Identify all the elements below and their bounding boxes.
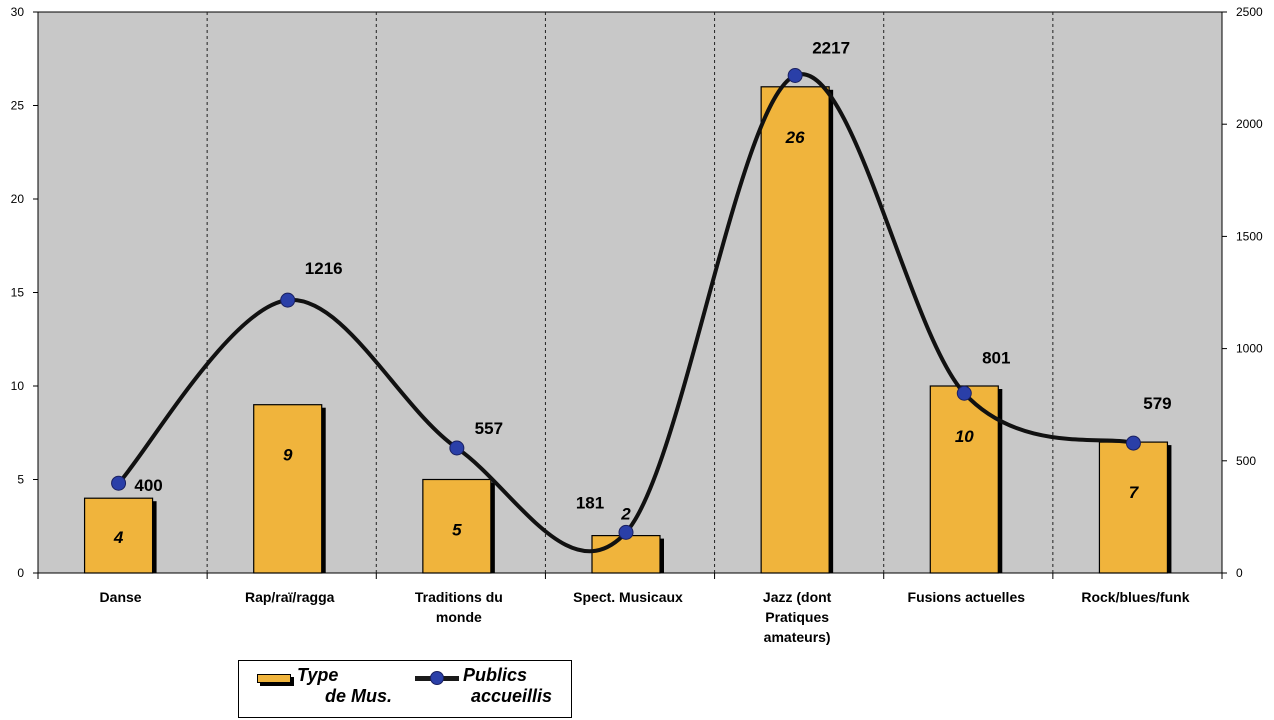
- x-category-label: amateurs): [764, 629, 831, 645]
- combo-chart: 0 5 10 15 20 25 30 0 500 1000 1500 2000 2500 4 9 5 2 26 10…: [11, 5, 1263, 645]
- y-right-tick-label: 2500: [1236, 5, 1263, 19]
- y-left-tick-label: 20: [11, 192, 25, 206]
- x-category-label: Jazz (dont: [763, 589, 832, 605]
- bar: [253, 404, 323, 574]
- line-value-label: 2217: [812, 39, 850, 58]
- bar-value-label: 10: [955, 427, 974, 446]
- legend-bar-swatch: [257, 674, 291, 683]
- line-marker: [956, 385, 972, 401]
- bar-value-label: 2: [620, 505, 631, 524]
- y-left-tick-label: 10: [11, 379, 25, 393]
- x-category-label: Danse: [100, 589, 142, 605]
- line-value-label: 579: [1143, 394, 1171, 413]
- line-value-label: 801: [982, 348, 1010, 367]
- bar: [1098, 441, 1169, 574]
- bar-value-label: 4: [113, 528, 124, 547]
- y-right-tick-label: 500: [1236, 454, 1256, 468]
- legend-bar-label-line2: de Mus.: [325, 686, 393, 706]
- line-marker: [111, 475, 127, 491]
- x-category-label: Rock/blues/funk: [1081, 589, 1189, 605]
- legend: Type de Mus. Publics accueillis: [238, 660, 572, 718]
- bar: [929, 385, 999, 574]
- line-marker: [618, 524, 634, 540]
- line-value-label: 1216: [305, 259, 343, 278]
- y-left-tick-label: 25: [11, 99, 25, 113]
- legend-bar-label: Type de Mus.: [297, 665, 392, 707]
- bar-value-label: 26: [785, 128, 805, 147]
- x-category-label: Rap/raï/ragga: [245, 589, 335, 605]
- x-category-label: Pratiques: [765, 609, 829, 625]
- x-category-label: Traditions du: [415, 589, 503, 605]
- y-right-tick-label: 1000: [1236, 342, 1263, 356]
- line-value-label: 400: [134, 476, 162, 495]
- line-marker: [787, 68, 803, 84]
- x-category-label: Fusions actuelles: [908, 589, 1026, 605]
- y-left-tick-label: 15: [11, 286, 25, 300]
- line-marker: [280, 292, 296, 308]
- plot-area: [37, 11, 1223, 574]
- x-category-label: monde: [436, 609, 482, 625]
- bar: [83, 497, 154, 574]
- legend-line-label-line1: Publics: [463, 665, 528, 685]
- x-category-label: Spect. Musicaux: [573, 589, 683, 605]
- line-value-label: 557: [475, 419, 503, 438]
- legend-line-label: Publics accueillis: [463, 665, 552, 707]
- y-left-tick-label: 30: [11, 5, 25, 19]
- line-marker: [449, 440, 465, 456]
- y-right-tick-label: 2000: [1236, 117, 1263, 131]
- bar-value-label: 5: [452, 521, 462, 540]
- bar: [422, 478, 492, 574]
- y-left-tick-label: 5: [17, 473, 24, 487]
- bar: [591, 534, 661, 574]
- legend-marker-swatch: [430, 671, 444, 685]
- legend-line-label-line2: accueillis: [471, 686, 553, 706]
- y-left-tick-label: 0: [17, 566, 24, 580]
- bar-value-label: 9: [283, 446, 293, 465]
- line-value-label: 181: [576, 493, 604, 512]
- y-right-tick-label: 1500: [1236, 229, 1263, 243]
- y-right-tick-label: 0: [1236, 566, 1243, 580]
- legend-bar-label-line1: Type: [297, 665, 339, 685]
- line-marker: [1125, 435, 1141, 451]
- bar-value-label: 7: [1129, 483, 1140, 502]
- bar: [760, 86, 830, 574]
